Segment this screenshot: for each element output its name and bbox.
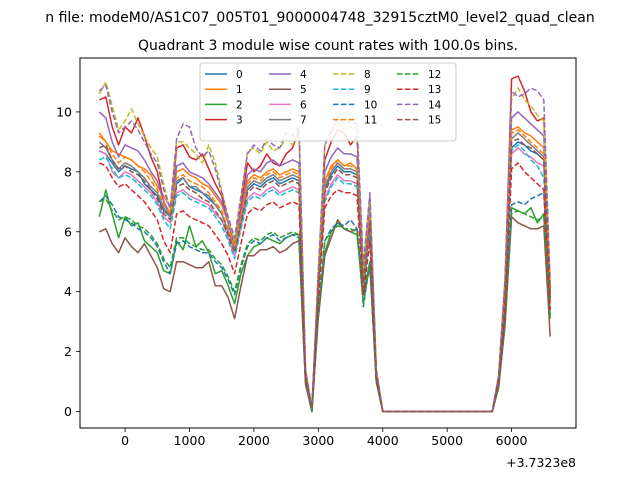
legend-label: 6 — [300, 99, 307, 111]
axes-frame — [79, 57, 577, 429]
legend-label: 9 — [364, 84, 371, 96]
x-tick-label: 5000 — [431, 433, 463, 448]
legend-label: 10 — [364, 99, 377, 111]
series-line-14 — [98, 84, 551, 413]
x-offset-label: +3.7323e8 — [506, 455, 576, 470]
x-tick-label: 2000 — [238, 433, 270, 448]
y-tick-label: 4 — [64, 284, 72, 299]
series-line-12 — [98, 198, 551, 413]
series-line-10 — [98, 192, 551, 413]
y-axis: 0 2 4 6 8 10 — [56, 104, 80, 419]
y-tick-label: 0 — [64, 404, 72, 419]
legend-label: 0 — [236, 69, 243, 81]
legend-label: 4 — [300, 69, 307, 81]
y-tick-label: 10 — [56, 104, 72, 119]
x-tick-label: 6000 — [496, 433, 528, 448]
legend-label: 3 — [236, 115, 243, 127]
x-tick-label: 1000 — [174, 433, 206, 448]
figure-supertitle: n file: modeM0/AS1C07_005T01_9000004748_… — [45, 10, 594, 26]
y-tick-label: 6 — [64, 224, 72, 239]
y-tick-label: 2 — [64, 344, 72, 359]
x-tick-label: 3000 — [302, 433, 334, 448]
legend-label: 5 — [300, 84, 307, 96]
legend-label: 7 — [300, 115, 307, 127]
plot-area — [79, 57, 577, 429]
series-line-15 — [98, 138, 551, 413]
legend-label: 15 — [428, 115, 441, 127]
series-line-11 — [98, 129, 551, 413]
series-lines — [98, 75, 551, 413]
legend-label: 2 — [236, 99, 243, 111]
series-line-8 — [98, 81, 551, 413]
legend-label: 14 — [428, 99, 442, 111]
legend-label: 8 — [364, 69, 371, 81]
legend-label: 1 — [236, 84, 243, 96]
x-tick-label: 0 — [121, 433, 129, 448]
chart-title: Quadrant 3 module wise count rates with … — [138, 38, 518, 54]
x-tick-label: 4000 — [367, 433, 399, 448]
legend-label: 13 — [428, 84, 441, 96]
x-axis: 0 1000 2000 3000 4000 5000 6000 — [121, 428, 528, 448]
legend-label: 11 — [364, 115, 377, 127]
legend-box — [199, 62, 457, 142]
legend-label: 12 — [428, 69, 441, 81]
y-tick-label: 8 — [64, 164, 72, 179]
